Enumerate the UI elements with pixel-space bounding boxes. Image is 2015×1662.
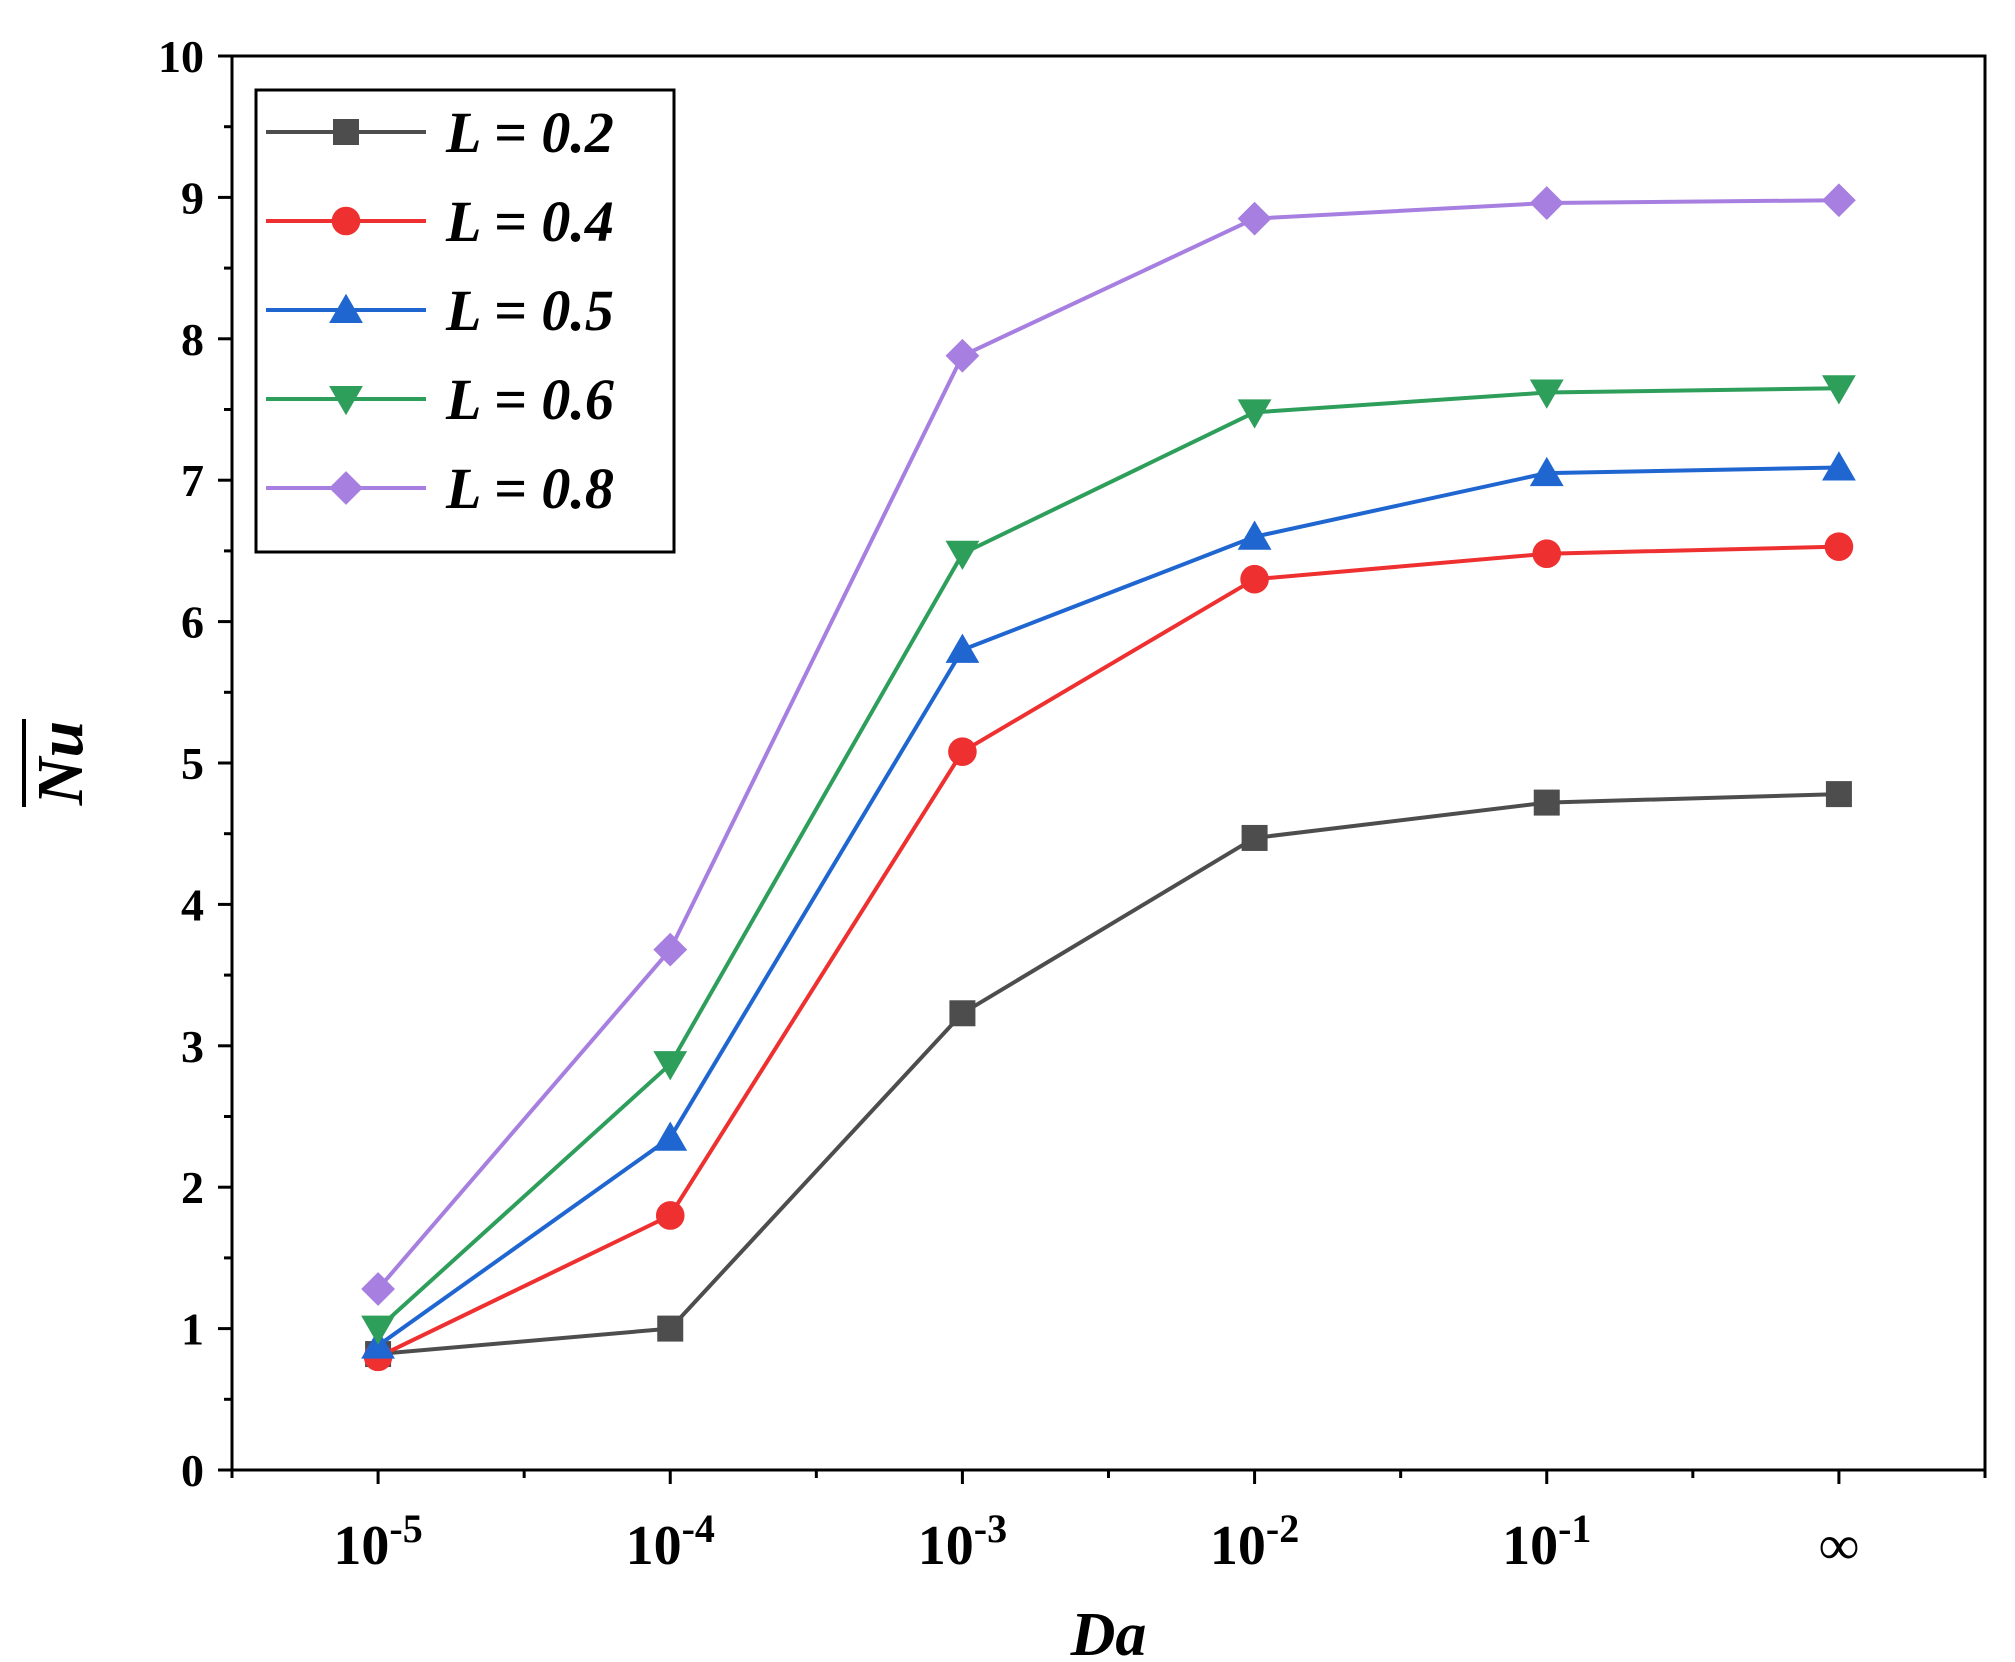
data-point <box>653 1121 688 1151</box>
data-point <box>653 932 688 967</box>
x-tick-label: 10-4 <box>626 1506 715 1577</box>
y-tick-label: 1 <box>181 1304 204 1355</box>
data-point <box>361 1315 395 1345</box>
data-point <box>1529 456 1564 487</box>
data-point <box>1822 375 1856 405</box>
data-point <box>1237 201 1272 236</box>
x-tick-base: 10 <box>918 1515 974 1577</box>
data-point <box>1529 379 1564 409</box>
y-tick-label: 9 <box>181 172 204 223</box>
x-tick-base: 10 <box>1502 1515 1558 1577</box>
x-tick-exponent: -5 <box>389 1506 422 1551</box>
x-tick-label: ∞ <box>1819 1515 1859 1577</box>
series-l-0-5 <box>361 451 1856 1359</box>
series-line <box>377 792 1839 1357</box>
data-point <box>361 1272 395 1306</box>
y-tick-label: 6 <box>181 597 204 648</box>
x-tick-label: 10-1 <box>1502 1506 1591 1577</box>
x-tick-base: ∞ <box>1819 1515 1859 1577</box>
legend-entry: L = 0.8 <box>266 456 614 521</box>
legend-marker <box>331 206 361 236</box>
legend-label: L = 0.6 <box>445 367 614 432</box>
legend-label: L = 0.4 <box>445 189 614 254</box>
data-point <box>945 633 980 663</box>
legend-entry: L = 0.6 <box>266 367 614 432</box>
x-tick-label: 10-5 <box>333 1506 422 1577</box>
y-tick-label: 5 <box>181 738 204 789</box>
data-point <box>945 540 980 570</box>
data-point <box>1241 824 1268 851</box>
y-tick-label: 8 <box>181 314 204 365</box>
y-axis-title: Nu <box>24 721 97 806</box>
legend-entry: L = 0.4 <box>266 189 614 254</box>
legend-marker <box>329 293 363 323</box>
y-tick-label: 7 <box>181 455 204 506</box>
data-point <box>949 1000 976 1027</box>
data-point <box>1533 789 1560 816</box>
data-point <box>945 338 980 373</box>
data-point <box>1824 532 1854 561</box>
y-tick-label: 2 <box>181 1162 204 1213</box>
x-tick-base: 10 <box>333 1515 389 1577</box>
series-line <box>376 465 1839 1348</box>
y-axis-title-group: Nu <box>22 719 97 807</box>
x-tick-exponent: -2 <box>1266 1506 1299 1551</box>
legend-marker <box>333 119 359 145</box>
data-point <box>1240 564 1269 594</box>
data-point <box>1532 539 1562 569</box>
data-point <box>1237 399 1272 429</box>
data-point <box>1529 186 1564 220</box>
series-line <box>377 544 1839 1359</box>
data-point <box>1822 183 1856 218</box>
legend-entry: L = 0.5 <box>266 278 614 343</box>
legend-marker <box>329 471 363 505</box>
data-point <box>1237 520 1272 550</box>
series-l-0-6 <box>361 375 1856 1345</box>
x-tick-exponent: -4 <box>682 1506 715 1551</box>
data-point <box>655 1201 685 1230</box>
data-point <box>1825 781 1852 808</box>
series-l-0-8 <box>361 183 1856 1306</box>
series-l-0-2 <box>365 781 1852 1368</box>
x-tick-label: 10-2 <box>1210 1506 1299 1577</box>
data-point <box>1822 451 1856 481</box>
legend-label: L = 0.5 <box>445 278 614 343</box>
data-point <box>657 1315 684 1342</box>
legend-marker <box>329 386 363 416</box>
legend-label: L = 0.2 <box>445 100 614 165</box>
x-tick-base: 10 <box>626 1515 682 1577</box>
y-tick-label: 3 <box>181 1021 204 1072</box>
legend-entry: L = 0.2 <box>266 100 614 165</box>
x-tick-exponent: -3 <box>974 1506 1007 1551</box>
legend-label: L = 0.8 <box>445 456 614 521</box>
x-tick-exponent: -1 <box>1558 1506 1591 1551</box>
x-axis-title: Da <box>1070 1601 1147 1662</box>
y-tick-label: 4 <box>181 879 204 930</box>
y-tick-label: 0 <box>181 1445 204 1496</box>
y-tick-label: 10 <box>158 31 204 82</box>
series-line <box>376 386 1839 1331</box>
legend-box <box>254 88 676 554</box>
x-tick-base: 10 <box>1210 1515 1266 1577</box>
series-line <box>376 198 1839 1291</box>
series-l-0-4 <box>363 532 1854 1372</box>
x-tick-label: 10-3 <box>918 1506 1007 1577</box>
data-point <box>653 1051 688 1081</box>
data-point <box>948 737 977 766</box>
